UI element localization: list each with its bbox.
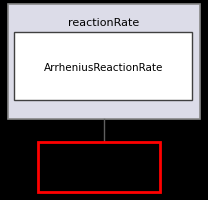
Text: ArrheniusReactionRate: ArrheniusReactionRate: [44, 63, 164, 73]
Bar: [38, 142, 160, 192]
Text: reactionRate: reactionRate: [68, 18, 140, 28]
Bar: [14, 33, 192, 100]
Bar: [8, 5, 200, 119]
